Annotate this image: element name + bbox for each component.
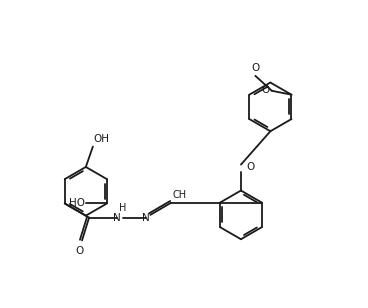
Text: O: O bbox=[75, 246, 84, 256]
Text: N: N bbox=[142, 213, 149, 223]
Text: O: O bbox=[247, 162, 255, 172]
Text: O: O bbox=[262, 85, 270, 95]
Text: CH: CH bbox=[173, 190, 187, 200]
Text: OH: OH bbox=[94, 134, 110, 144]
Text: HO: HO bbox=[69, 198, 85, 209]
Text: N: N bbox=[113, 213, 121, 223]
Text: H: H bbox=[119, 203, 126, 213]
Text: O: O bbox=[251, 63, 259, 73]
